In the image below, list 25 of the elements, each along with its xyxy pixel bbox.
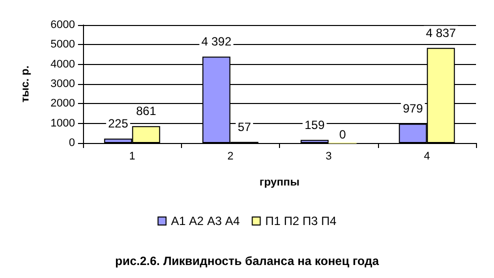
data-label: 4 837 xyxy=(426,26,456,40)
bar xyxy=(300,140,329,143)
data-label: 0 xyxy=(339,128,346,142)
x-tick-label: 4 xyxy=(424,150,430,162)
y-tick-label: 4000 xyxy=(50,58,75,70)
x-axis-title: группы xyxy=(260,176,300,188)
y-tick-label: 5000 xyxy=(50,38,75,51)
y-tick-label: 3000 xyxy=(50,78,75,90)
x-tick-label: 2 xyxy=(227,150,234,162)
legend-label: П1 П2 П3 П4 xyxy=(265,214,337,228)
x-tick-label: 3 xyxy=(326,150,332,162)
y-tick-label: 0 xyxy=(68,137,75,149)
data-label: 57 xyxy=(238,120,252,134)
legend-label: А1 А2 А3 А4 xyxy=(171,214,240,228)
y-tick-label: 6000 xyxy=(50,19,75,31)
y-tick-label: 2000 xyxy=(50,98,75,110)
data-label: 861 xyxy=(136,104,156,118)
data-label: 159 xyxy=(304,118,325,132)
data-label: 979 xyxy=(402,102,424,116)
data-label: 4 392 xyxy=(201,34,232,49)
y-tick-label: 1000 xyxy=(50,117,75,130)
x-tick-label: 1 xyxy=(129,150,136,162)
y-axis-title: тыс. р. xyxy=(20,66,32,102)
text: рис.2.6. Ликвидность баланса на конец года xyxy=(115,254,380,268)
data-label: 225 xyxy=(108,116,128,131)
